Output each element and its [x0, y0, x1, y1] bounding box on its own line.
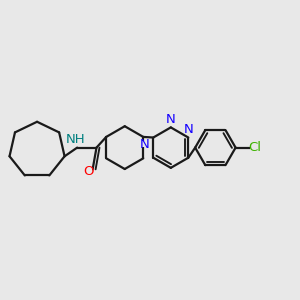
Text: N: N — [140, 138, 149, 151]
FancyBboxPatch shape — [85, 168, 92, 175]
Text: NH: NH — [66, 133, 86, 146]
Text: O: O — [83, 165, 94, 178]
FancyBboxPatch shape — [168, 116, 173, 123]
FancyBboxPatch shape — [142, 141, 147, 147]
Text: N: N — [166, 113, 176, 126]
FancyBboxPatch shape — [70, 136, 81, 142]
FancyBboxPatch shape — [250, 144, 259, 151]
FancyBboxPatch shape — [186, 127, 191, 133]
Text: Cl: Cl — [248, 141, 261, 154]
Text: N: N — [183, 123, 193, 136]
